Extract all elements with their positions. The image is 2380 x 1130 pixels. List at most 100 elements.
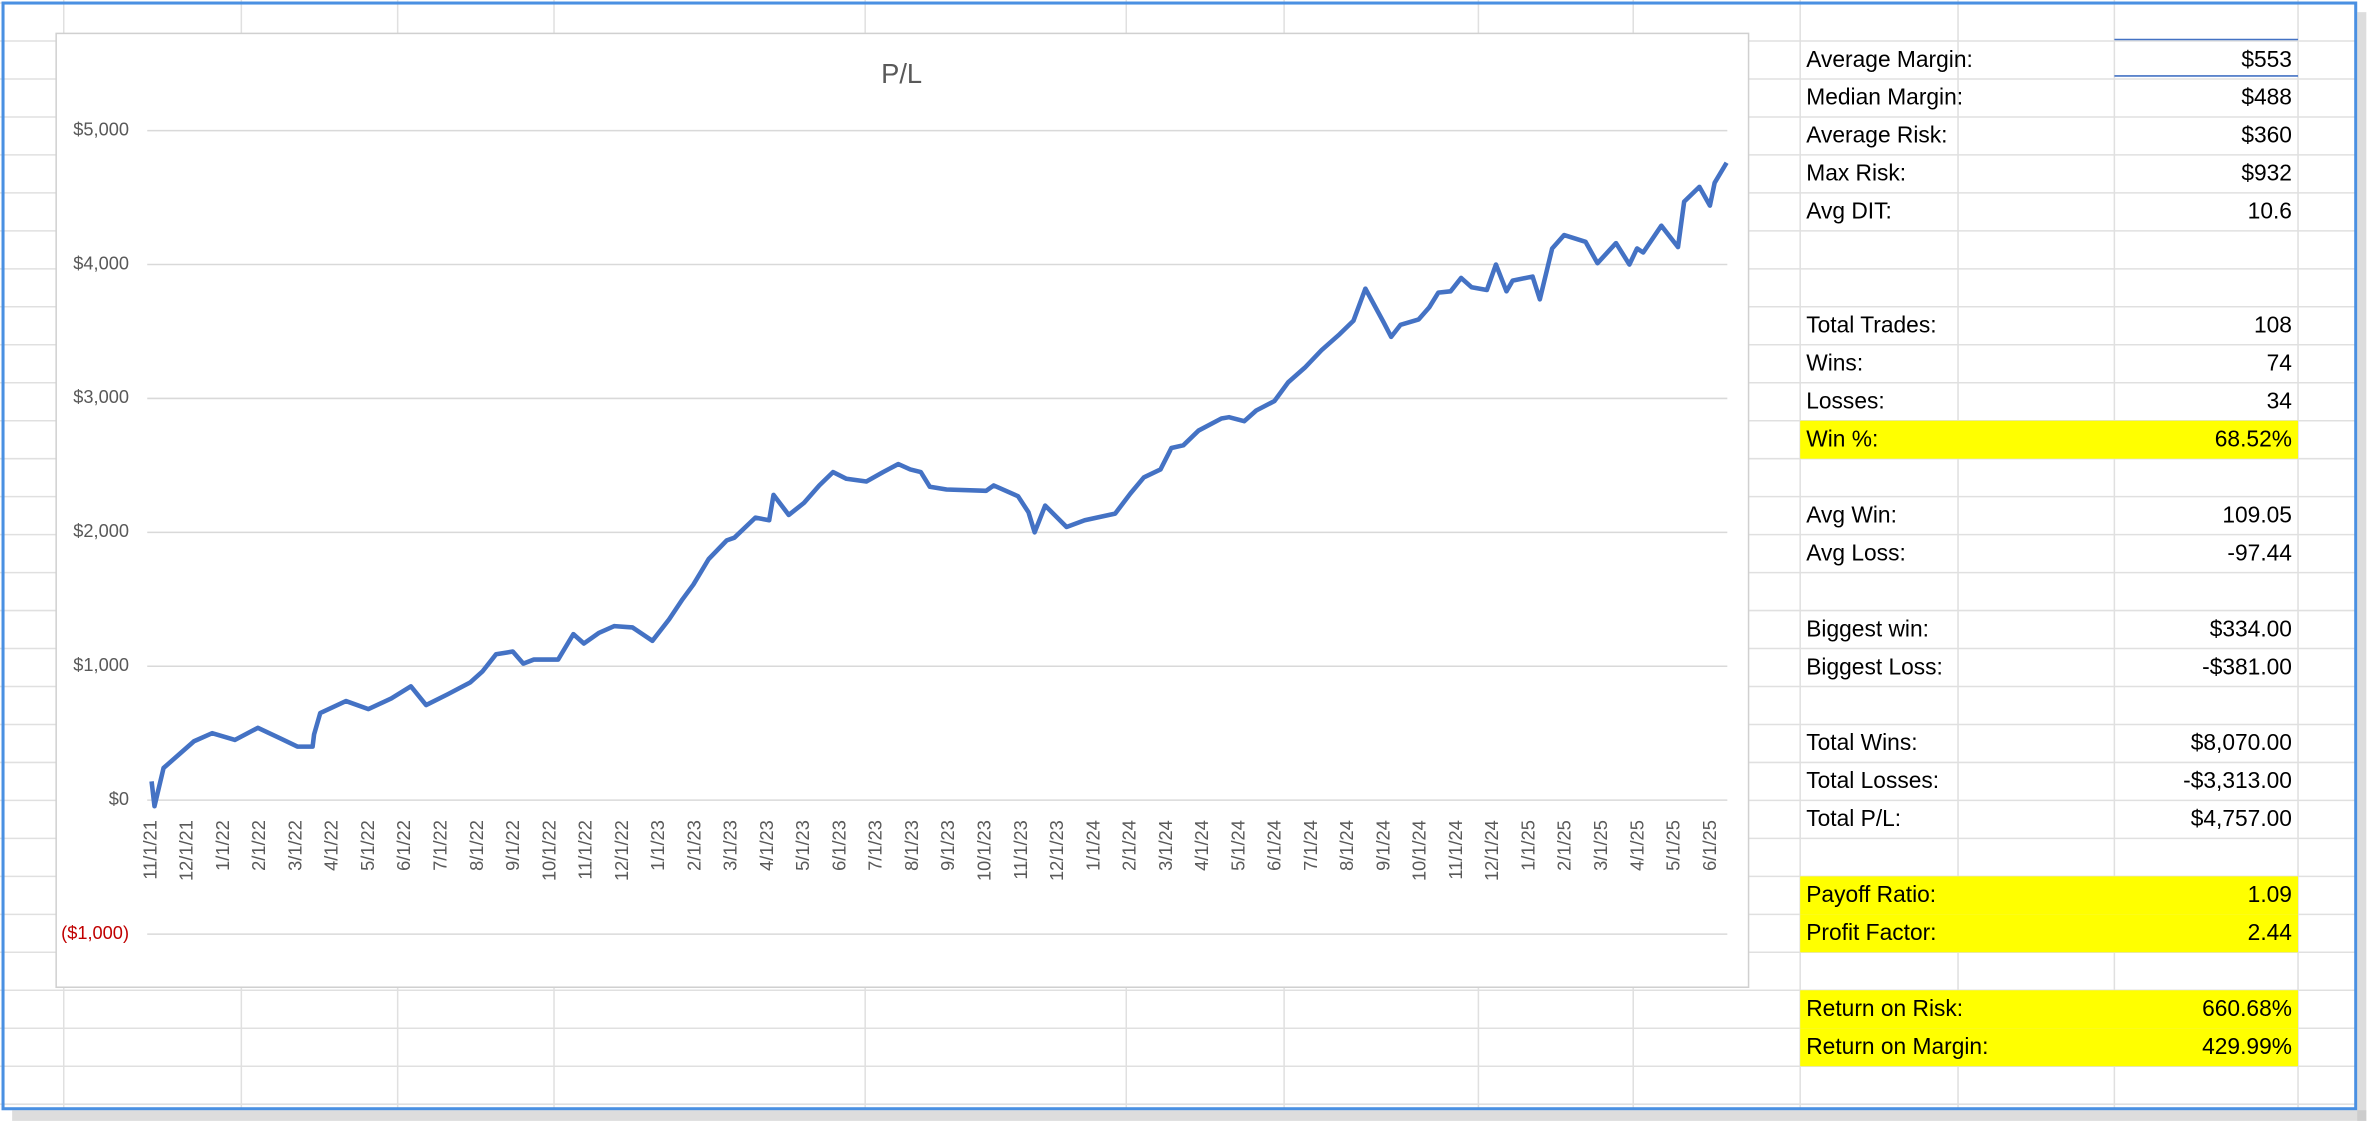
stat-value: -$381.00 — [2202, 653, 2292, 679]
x-tick-label: 7/1/22 — [431, 820, 451, 871]
x-tick-label: 8/1/22 — [467, 820, 487, 871]
stat-label: Payoff Ratio: — [1806, 881, 1936, 907]
stat-label: Total Losses: — [1806, 767, 1939, 793]
x-tick-label: 11/1/22 — [576, 820, 596, 879]
stat-value: $932 — [2241, 160, 2292, 186]
chart-title: P/L — [881, 58, 922, 89]
x-tick-label: 7/1/23 — [866, 820, 886, 871]
x-tick-label: 4/1/23 — [757, 820, 777, 871]
x-tick-label: 9/1/24 — [1373, 820, 1393, 871]
stat-label: Median Margin: — [1806, 84, 1963, 110]
stat-value: $4,757.00 — [2191, 805, 2292, 831]
x-tick-label: 5/1/25 — [1664, 820, 1684, 871]
x-tick-label: 10/1/22 — [539, 820, 559, 881]
x-tick-label: 10/1/23 — [975, 820, 995, 881]
stat-label: Total Trades: — [1806, 312, 1936, 338]
window-frame — [1, 1, 2358, 1111]
y-tick-label: $3,000 — [73, 387, 129, 407]
x-tick-label: 5/1/22 — [358, 820, 378, 871]
x-tick-label: 3/1/24 — [1156, 820, 1176, 871]
stat-label: Return on Margin: — [1806, 1033, 1988, 1059]
x-tick-label: 7/1/24 — [1301, 820, 1321, 871]
stat-label: Biggest win: — [1806, 615, 1929, 641]
x-tick-label: 1/1/23 — [648, 820, 668, 871]
stat-value: 1.09 — [2248, 881, 2292, 907]
stat-value: 34 — [2267, 387, 2292, 413]
highlight — [1800, 1028, 2299, 1067]
highlight — [1800, 420, 2299, 459]
stat-value: -97.44 — [2227, 539, 2292, 565]
window-shadow — [12, 1110, 2367, 1121]
stat-label: Average Risk: — [1806, 122, 1947, 148]
stat-label: Total Wins: — [1806, 729, 1917, 755]
stat-value: 74 — [2267, 350, 2292, 376]
stat-label: Wins: — [1806, 350, 1863, 376]
x-tick-label: 6/1/22 — [394, 820, 414, 871]
y-tick-label: $1,000 — [73, 655, 129, 675]
stat-value: -$3,313.00 — [2183, 767, 2292, 793]
x-tick-label: 1/1/25 — [1518, 820, 1538, 871]
stat-value: 429.99% — [2202, 1033, 2292, 1059]
x-tick-label: 12/1/24 — [1482, 820, 1502, 881]
y-tick-label: $0 — [109, 789, 129, 809]
x-tick-label: 12/1/22 — [612, 820, 632, 881]
y-tick-label: $4,000 — [73, 253, 129, 273]
x-tick-label: 12/1/21 — [177, 820, 197, 881]
highlight — [1800, 876, 2299, 915]
stat-label: Max Risk: — [1806, 160, 1906, 186]
x-tick-label: 8/1/23 — [902, 820, 922, 871]
x-tick-label: 5/1/24 — [1228, 820, 1248, 871]
stat-value: $360 — [2241, 122, 2292, 148]
x-tick-label: 3/1/22 — [285, 820, 305, 871]
x-tick-label: 6/1/24 — [1265, 820, 1285, 871]
x-tick-label: 10/1/24 — [1410, 820, 1430, 881]
stat-value: 10.6 — [2248, 198, 2292, 224]
stat-value: 660.68% — [2202, 995, 2292, 1021]
x-tick-label: 1/1/24 — [1083, 820, 1103, 871]
x-tick-label: 6/1/25 — [1700, 820, 1720, 871]
line-series — [149, 161, 1729, 809]
stat-label: Win %: — [1806, 425, 1878, 451]
stat-value: $488 — [2241, 84, 2292, 110]
x-tick-label: 5/1/23 — [793, 820, 813, 871]
x-tick-label: 11/1/24 — [1446, 820, 1466, 879]
stat-label: Avg Loss: — [1806, 539, 1906, 565]
x-tick-label: 3/1/23 — [721, 820, 741, 871]
x-tick-label: 2/1/25 — [1555, 820, 1575, 871]
stat-label: Return on Risk: — [1806, 995, 1963, 1021]
stat-label: Biggest Loss: — [1806, 653, 1943, 679]
x-tick-label: 11/1/23 — [1011, 820, 1031, 879]
stat-value: $334.00 — [2210, 615, 2292, 641]
stat-label: Losses: — [1806, 387, 1884, 413]
x-tick-label: 2/1/24 — [1120, 820, 1140, 871]
x-tick-label: 12/1/23 — [1047, 820, 1067, 881]
stat-value: 108 — [2254, 312, 2292, 338]
x-tick-label: 4/1/24 — [1192, 820, 1212, 871]
x-tick-label: 11/1/21 — [140, 820, 160, 879]
x-tick-label: 9/1/22 — [503, 820, 523, 871]
stat-value: 109.05 — [2222, 501, 2292, 527]
plot: ($1,000) $0 $1,000 $2,000 $3,000 $4,000 $5,000… — [61, 119, 1729, 943]
x-tick-label: 3/1/25 — [1591, 820, 1611, 871]
stat-label: Avg Win: — [1806, 501, 1897, 527]
stat-value: 2.44 — [2248, 919, 2292, 945]
stat-label: Profit Factor: — [1806, 919, 1936, 945]
highlight — [1800, 990, 2299, 1029]
highlight — [1800, 914, 2299, 953]
stat-label: Average Margin: — [1806, 46, 1973, 72]
x-tick-label: 4/1/25 — [1627, 820, 1647, 871]
x-tick-label: 2/1/23 — [684, 820, 704, 871]
x-tick-label: 6/1/23 — [829, 820, 849, 871]
x-tick-label: 4/1/22 — [322, 820, 342, 871]
x-tick-label: 2/1/22 — [249, 820, 269, 871]
x-tick-label: 9/1/23 — [938, 820, 958, 871]
y-tick-label: $2,000 — [73, 521, 129, 541]
y-tick-label: $5,000 — [73, 119, 129, 139]
window-shadow — [2357, 12, 2367, 1121]
x-tick-label: 1/1/22 — [213, 820, 233, 871]
stat-value: 68.52% — [2215, 425, 2292, 451]
x-tick-label: 8/1/24 — [1337, 820, 1357, 871]
stat-label: Avg DIT: — [1806, 198, 1892, 224]
